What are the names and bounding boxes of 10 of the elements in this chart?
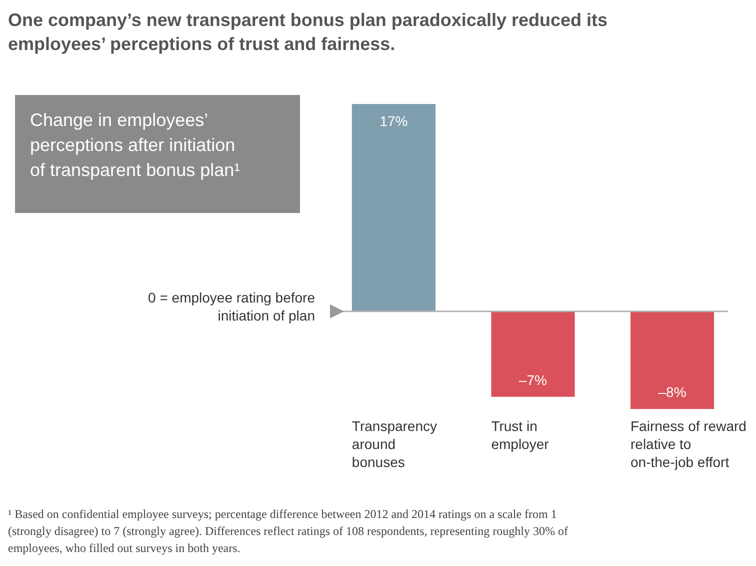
x-tick-label: Trust in employer <box>491 418 550 452</box>
chart-title: One company’s new transparent bonus plan paradoxically reduced its employees’ perceptions of trust and fairness. <box>8 10 608 54</box>
x-tick-label: Fairness of reward relative to on-the-job effort <box>630 418 746 470</box>
text: Change in employees’ perceptions after initiation of transparent bonus plan¹ <box>30 110 240 180</box>
ref-line-label: 0 = employee rating before initiation of plan <box>148 289 316 324</box>
data-label: 17% <box>380 113 408 129</box>
text: ¹ Based on confidential employee surveys; percentage difference between 2012 and 2014 ratings on a scale from 1 (strongly disagree) to 7 (strongly agree). Differences reflect ratings of 108 respondents, representing roughly 30% of employees, who filled out surveys in both years. <box>8 507 568 555</box>
data-label: –7% <box>518 372 548 388</box>
data-label: –8% <box>658 384 686 400</box>
x-tick-label: Transparency around bonuses <box>352 418 438 470</box>
